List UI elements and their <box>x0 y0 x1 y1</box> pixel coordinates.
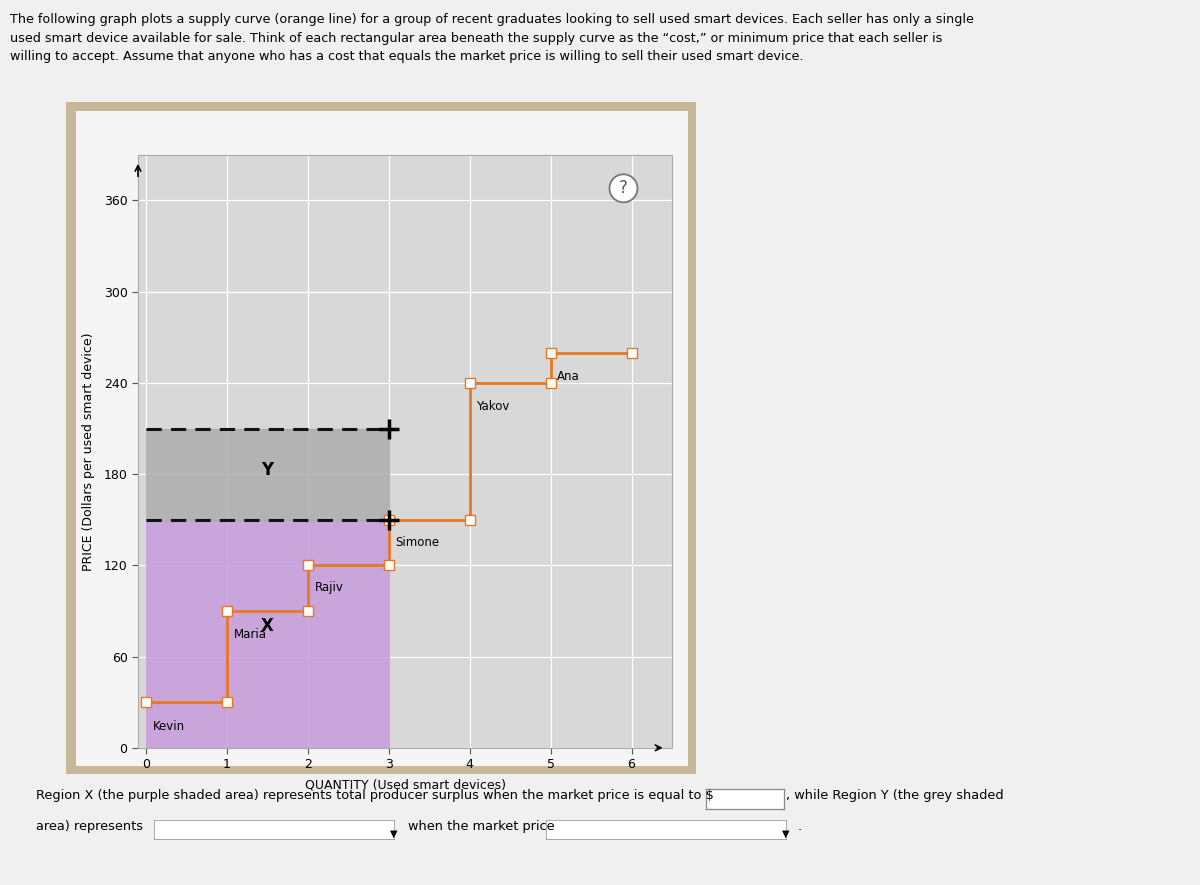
X-axis label: QUANTITY (Used smart devices): QUANTITY (Used smart devices) <box>305 778 505 791</box>
Text: Y: Y <box>262 460 274 479</box>
Text: X: X <box>262 617 274 635</box>
Text: Rajiv: Rajiv <box>314 581 343 594</box>
Text: Region X (the purple shaded area) represents total producer surplus when the mar: Region X (the purple shaded area) repres… <box>36 789 714 803</box>
Text: Ana: Ana <box>557 370 580 383</box>
Text: Kevin: Kevin <box>152 720 185 733</box>
Text: Maria: Maria <box>234 628 266 642</box>
Text: ?: ? <box>619 180 628 197</box>
Text: Yakov: Yakov <box>476 400 510 413</box>
Text: Simone: Simone <box>395 535 439 549</box>
Text: , while Region Y (the grey shaded: , while Region Y (the grey shaded <box>786 789 1003 803</box>
Text: ▼: ▼ <box>390 828 397 839</box>
Text: area) represents: area) represents <box>36 820 143 833</box>
Text: The following graph plots a supply curve (orange line) for a group of recent gra: The following graph plots a supply curve… <box>10 13 973 63</box>
Y-axis label: PRICE (Dollars per used smart device): PRICE (Dollars per used smart device) <box>83 332 95 571</box>
Text: ▼: ▼ <box>782 828 790 839</box>
Text: .: . <box>798 820 802 833</box>
Text: when the market price: when the market price <box>408 820 554 833</box>
